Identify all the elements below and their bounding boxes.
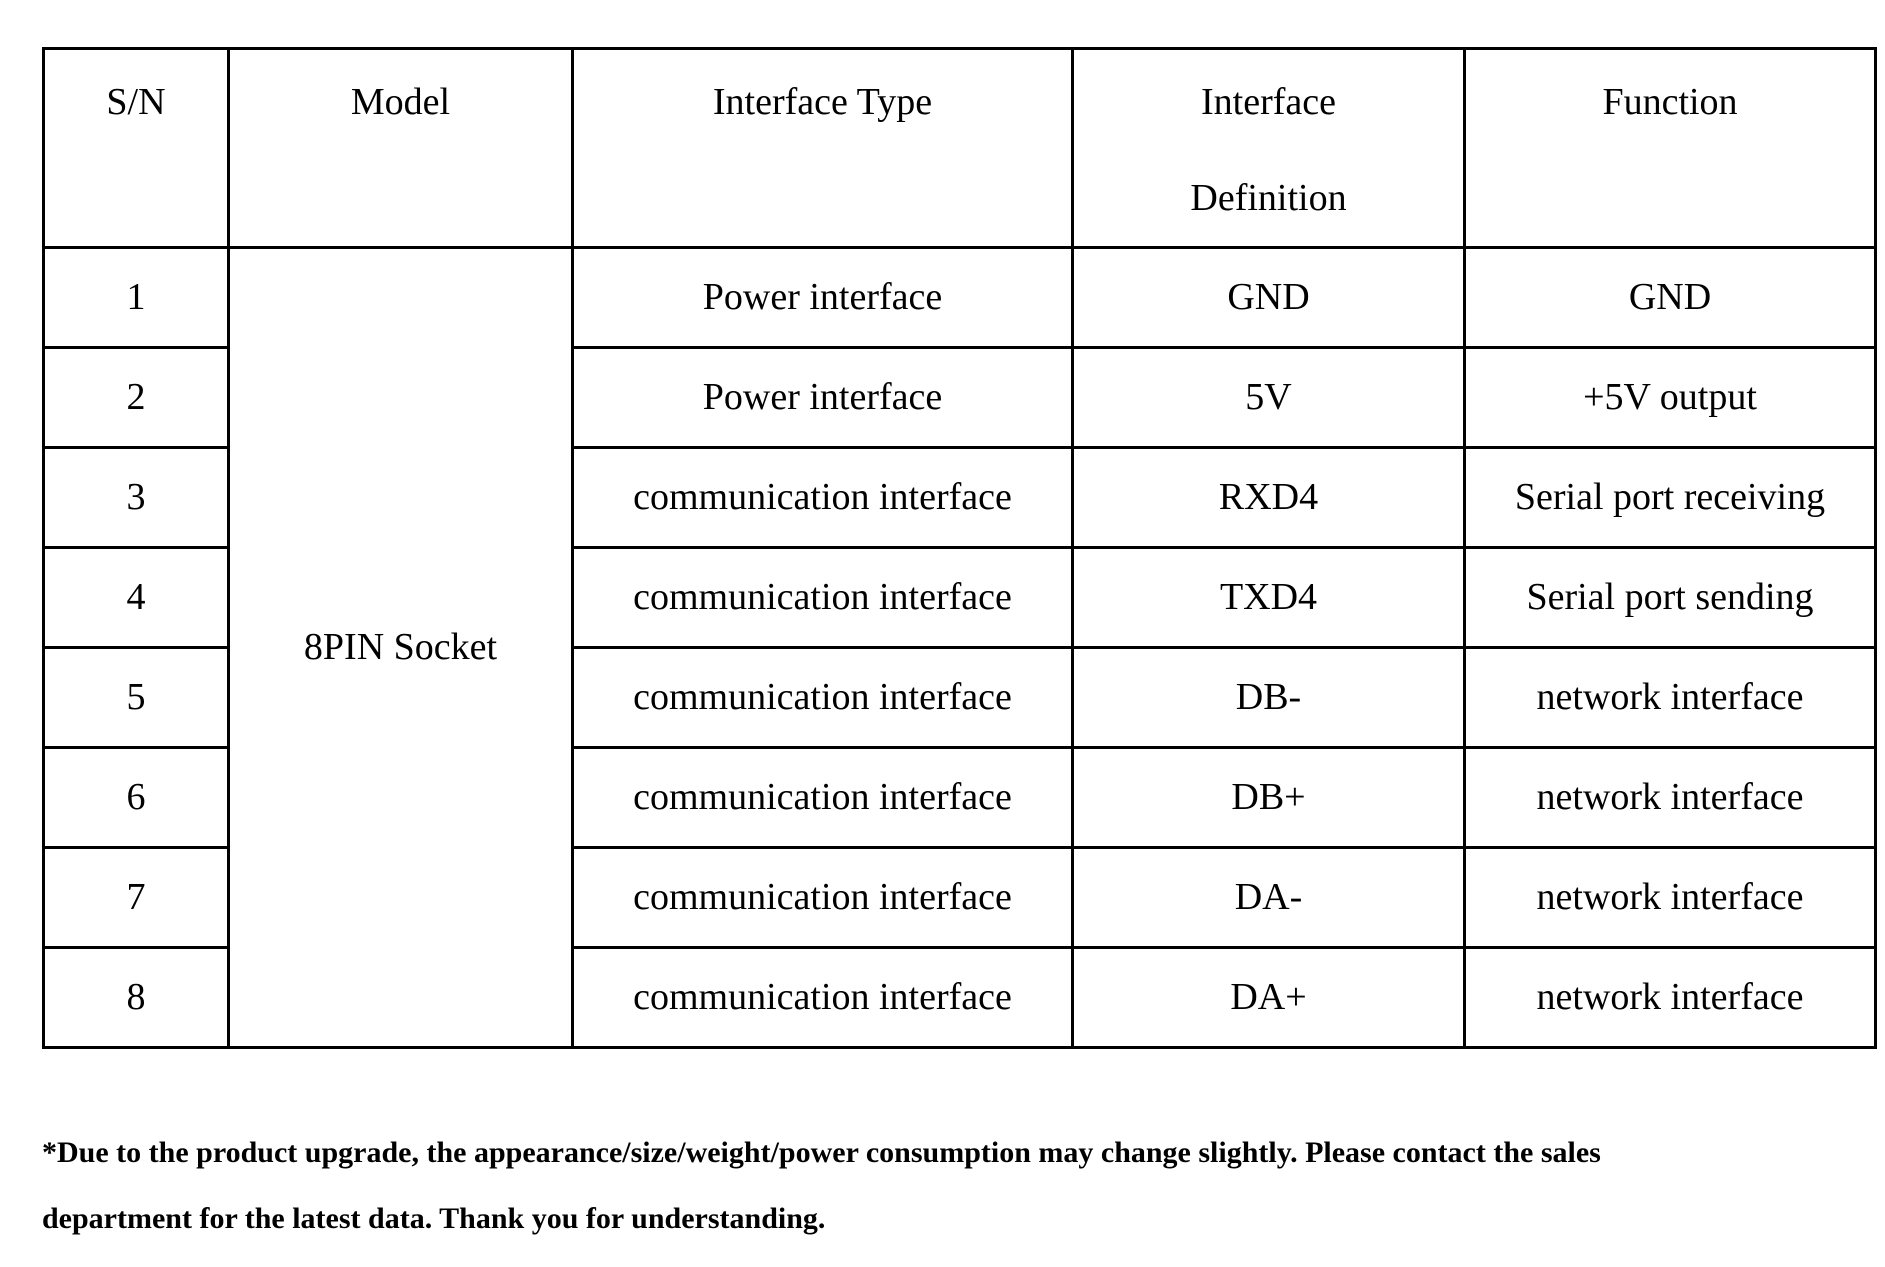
cell-interface-definition: DA- (1071, 846, 1466, 949)
cell-interface-type: communication interface (571, 546, 1074, 649)
table-row: 6 communication interface DB+ network in… (42, 746, 1877, 849)
column-header-interface-type: Interface Type (571, 47, 1074, 249)
cell-function: GND (1463, 246, 1877, 349)
cell-sn: 6 (42, 746, 230, 849)
cell-function: network interface (1463, 846, 1877, 949)
table-row: 3 communication interface RXD4 Serial po… (42, 446, 1877, 549)
column-header-sn: S/N (42, 47, 230, 249)
cell-interface-type: communication interface (571, 846, 1074, 949)
cell-sn: 4 (42, 546, 230, 649)
cell-sn: 3 (42, 446, 230, 549)
cell-interface-definition: GND (1071, 246, 1466, 349)
cell-interface-definition: TXD4 (1071, 546, 1466, 649)
cell-sn: 7 (42, 846, 230, 949)
table-row: 8 communication interface DA+ network in… (42, 946, 1877, 1049)
cell-interface-definition: DA+ (1071, 946, 1466, 1049)
table-row: 4 communication interface TXD4 Serial po… (42, 546, 1877, 649)
footnote-line-1: *Due to the product upgrade, the appeara… (42, 1136, 1601, 1169)
cell-interface-type: Power interface (571, 246, 1074, 349)
table-row: 2 Power interface 5V +5V output (42, 346, 1877, 449)
table-row: 1 8PIN Socket Power interface GND GND (42, 246, 1877, 1049)
cell-function: Serial port sending (1463, 546, 1877, 649)
cell-interface-type: communication interface (571, 746, 1074, 849)
cell-interface-type: communication interface (571, 646, 1074, 749)
cell-sn: 8 (42, 946, 230, 1049)
cell-interface-type: Power interface (571, 346, 1074, 449)
cell-interface-definition: RXD4 (1071, 446, 1466, 549)
column-header-function: Function (1463, 47, 1877, 249)
cell-interface-definition: DB- (1071, 646, 1466, 749)
cell-interface-definition: DB+ (1071, 746, 1466, 849)
cell-function: network interface (1463, 746, 1877, 849)
footnote: *Due to the product upgrade, the appeara… (42, 1120, 1832, 1252)
cell-model-merged: 8PIN Socket (227, 246, 574, 1049)
cell-function: Serial port receiving (1463, 446, 1877, 549)
cell-interface-type: communication interface (571, 446, 1074, 549)
cell-interface-type: communication interface (571, 946, 1074, 1049)
footnote-line-2: department for the latest data. Thank yo… (42, 1202, 826, 1235)
header-row: S/N Model Interface Type Interface Defin… (42, 47, 1877, 249)
table-row: 7 communication interface DA- network in… (42, 846, 1877, 949)
cell-function: +5V output (1463, 346, 1877, 449)
table-row: 5 communication interface DB- network in… (42, 646, 1877, 749)
cell-sn: 5 (42, 646, 230, 749)
cell-function: network interface (1463, 946, 1877, 1049)
cell-sn: 2 (42, 346, 230, 449)
column-header-interface-definition: Interface Definition (1071, 47, 1466, 249)
column-header-model: Model (227, 47, 574, 249)
cell-function: network interface (1463, 646, 1877, 749)
cell-sn: 1 (42, 246, 230, 349)
cell-interface-definition: 5V (1071, 346, 1466, 449)
pin-definition-table: S/N Model Interface Type Interface Defin… (42, 47, 1877, 1049)
